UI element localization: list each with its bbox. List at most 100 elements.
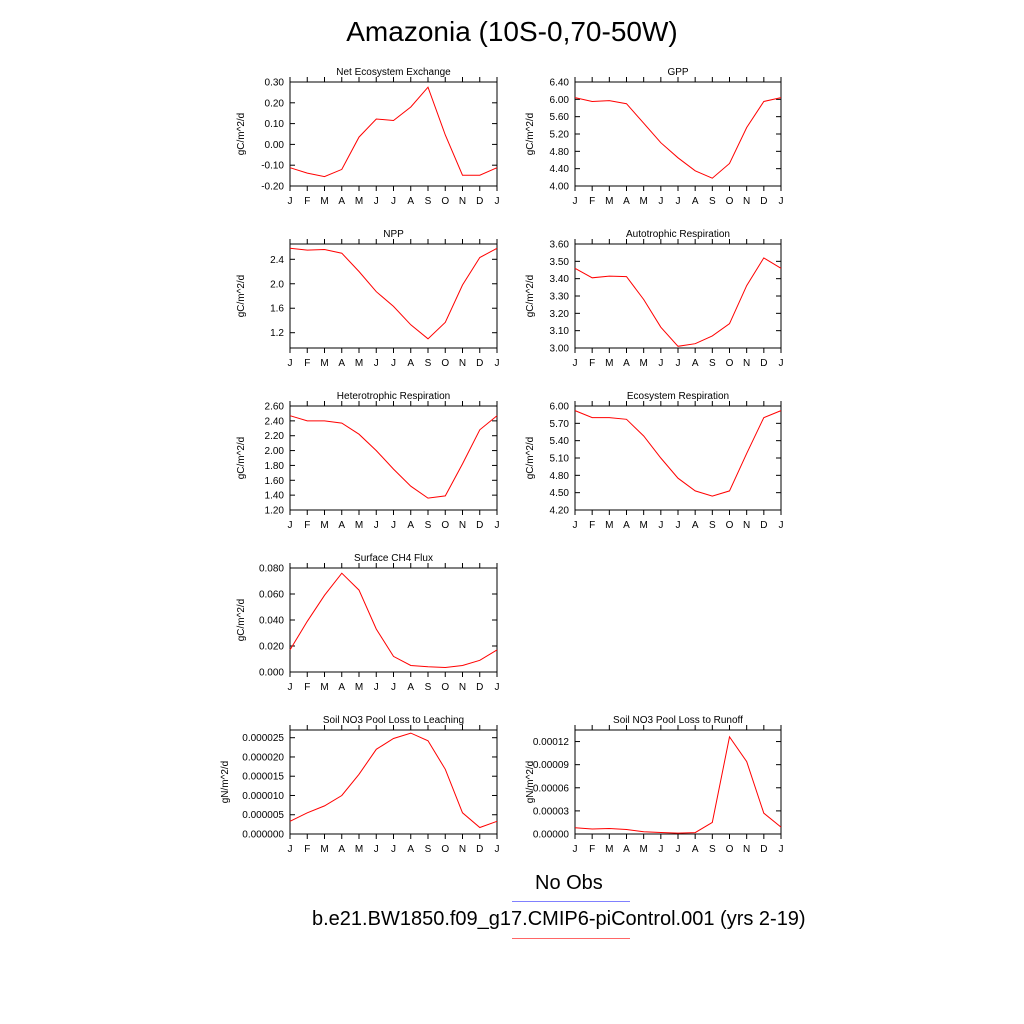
x-tick-label: J — [573, 358, 578, 369]
x-tick-label: D — [476, 358, 483, 369]
y-tick-label: 1.40 — [265, 491, 285, 502]
series-line — [289, 247, 498, 340]
y-tick-label: 1.20 — [265, 506, 285, 517]
x-tick-label: S — [709, 844, 716, 855]
figure-title: Amazonia (10S-0,70-50W) — [346, 16, 678, 47]
y-axis-label: gC/m^2/d — [236, 437, 247, 480]
x-tick-label: J — [374, 682, 379, 693]
x-tick-label: M — [605, 358, 613, 369]
y-tick-label: 0.000 — [259, 668, 284, 679]
y-tick-label: 3.10 — [550, 326, 570, 337]
x-tick-label: J — [779, 520, 784, 531]
x-tick-label: N — [459, 520, 466, 531]
x-tick-label: A — [692, 520, 699, 531]
y-tick-label: 3.30 — [550, 292, 570, 303]
panel-heterotrophic-respiration: Heterotrophic Respiration gC/m^2/d 1.20 1.4… — [236, 391, 500, 531]
y-tick-label: 5.10 — [550, 454, 570, 465]
x-tick-label: M — [605, 844, 613, 855]
x-tick-label: J — [495, 196, 500, 207]
series-line — [574, 410, 782, 497]
panel-surface-ch4-flux: Surface CH4 Flux gC/m^2/d 0.000 0.020 0.040 0… — [236, 553, 500, 693]
y-tick-label: 4.20 — [550, 506, 570, 517]
y-tick-label: 5.70 — [550, 419, 570, 430]
y-tick-label: 0.000015 — [242, 772, 284, 783]
x-tick-label: M — [320, 682, 328, 693]
x-tick-label: A — [692, 844, 699, 855]
x-tick-label: M — [320, 196, 328, 207]
x-tick-label: M — [639, 520, 647, 531]
x-tick-label: S — [709, 196, 716, 207]
x-tick-label: O — [441, 520, 449, 531]
y-tick-label: 1.6 — [270, 304, 284, 315]
x-tick-label: J — [288, 844, 293, 855]
panel-title: Ecosystem Respiration — [627, 391, 729, 402]
x-tick-label: N — [459, 196, 466, 207]
y-tick-label: 2.00 — [265, 446, 285, 457]
x-tick-label: F — [304, 844, 310, 855]
x-tick-label: A — [338, 520, 345, 531]
x-tick-label: O — [726, 844, 734, 855]
x-tick-label: S — [425, 358, 432, 369]
x-tick-label: F — [304, 196, 310, 207]
x-tick-label: J — [391, 196, 396, 207]
x-tick-label: J — [573, 520, 578, 531]
x-tick-label: M — [605, 196, 613, 207]
x-tick-label: A — [338, 358, 345, 369]
x-tick-label: M — [355, 196, 363, 207]
panel-gpp: GPP gC/m^2/d 4.00 4.40 4.80 5.20 5.60 6.00 6.40 J… — [525, 67, 784, 207]
x-tick-label: J — [495, 520, 500, 531]
y-tick-label: 6.00 — [550, 95, 570, 106]
y-axis-label: gC/m^2/d — [525, 437, 536, 480]
y-tick-label: 0.000005 — [242, 810, 284, 821]
series-line — [289, 415, 498, 499]
y-tick-label: 4.40 — [550, 164, 570, 175]
x-tick-label: A — [623, 196, 630, 207]
x-tick-label: N — [459, 358, 466, 369]
y-tick-label: 6.00 — [550, 402, 570, 413]
series-line — [574, 257, 782, 347]
x-tick-label: J — [658, 520, 663, 531]
x-tick-label: N — [743, 520, 750, 531]
x-tick-label: D — [760, 844, 767, 855]
y-tick-label: 0.060 — [259, 590, 284, 601]
x-tick-label: M — [355, 682, 363, 693]
x-tick-label: J — [374, 844, 379, 855]
x-tick-label: A — [623, 844, 630, 855]
x-tick-label: S — [709, 358, 716, 369]
x-tick-label: A — [407, 358, 414, 369]
panel-title: Net Ecosystem Exchange — [336, 67, 451, 78]
y-tick-label: 5.40 — [550, 436, 570, 447]
x-tick-label: N — [459, 682, 466, 693]
panel-title: Soil NO3 Pool Loss to Runoff — [613, 715, 743, 726]
x-tick-label: O — [441, 844, 449, 855]
x-tick-label: O — [726, 358, 734, 369]
x-tick-label: J — [779, 844, 784, 855]
y-axis-label: gC/m^2/d — [525, 113, 536, 156]
x-tick-label: A — [407, 196, 414, 207]
y-tick-label: 0.30 — [265, 78, 285, 89]
x-tick-label: M — [320, 844, 328, 855]
x-tick-label: D — [476, 682, 483, 693]
y-tick-label: 0.040 — [259, 616, 284, 627]
legend-line-model-run — [512, 938, 630, 939]
panel-title: Surface CH4 Flux — [354, 553, 433, 564]
x-tick-label: J — [288, 196, 293, 207]
y-tick-label: -0.20 — [261, 182, 284, 193]
x-tick-label: J — [374, 358, 379, 369]
x-tick-label: M — [639, 358, 647, 369]
x-tick-label: S — [709, 520, 716, 531]
y-tick-label: 1.80 — [265, 461, 285, 472]
x-tick-label: O — [441, 682, 449, 693]
x-tick-label: M — [605, 520, 613, 531]
x-tick-label: M — [355, 520, 363, 531]
panel-autotrophic-respiration: Autotrophic Respiration gC/m^2/d 3.00 3.10 3… — [525, 229, 784, 369]
y-tick-label: 3.50 — [550, 257, 570, 268]
y-axis-label: gC/m^2/d — [525, 275, 536, 318]
y-tick-label: -0.10 — [261, 161, 284, 172]
x-tick-label: D — [476, 520, 483, 531]
panel-net-ecosystem-exchange: Net Ecosystem Exchange gC/m^2/d -0.20 -0.10… — [236, 67, 500, 207]
series-line — [289, 572, 498, 669]
x-tick-label: A — [692, 358, 699, 369]
